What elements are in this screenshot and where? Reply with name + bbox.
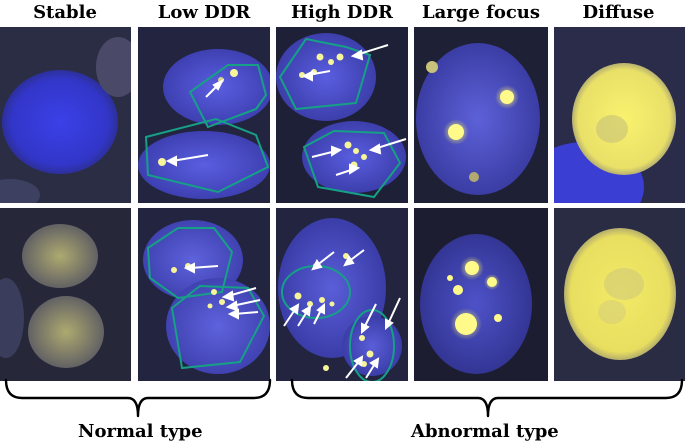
image-high-ddr-top (276, 27, 408, 203)
image-low-ddr-bottom (138, 208, 270, 381)
group-label-abnormal: Abnormal type (411, 421, 559, 442)
image-diffuse-top (554, 27, 685, 203)
image-high-ddr-bottom (276, 208, 408, 381)
group-label-normal: Normal type (78, 421, 203, 442)
column-title-high-ddr: High DDR (291, 2, 393, 23)
image-stable-bottom (0, 208, 131, 381)
image-large-focus-bottom (414, 208, 548, 381)
image-diffuse-bottom (554, 208, 685, 381)
column-title-large-focus: Large focus (421, 2, 541, 23)
image-large-focus-top (414, 27, 548, 203)
group-braces (4, 378, 684, 418)
column-title-stable: Stable (33, 2, 97, 23)
column-title-low-ddr: Low DDR (157, 2, 251, 23)
image-low-ddr-top (138, 27, 270, 203)
image-stable-top (0, 27, 131, 203)
column-title-diffuse: Diffuse (582, 2, 655, 23)
